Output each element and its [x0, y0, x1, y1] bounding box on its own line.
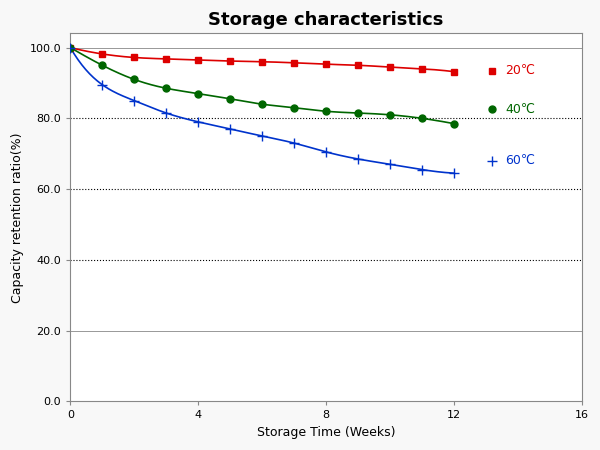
- 60℃: [67, 45, 74, 50]
- Text: 40℃: 40℃: [505, 103, 535, 116]
- 60℃: [290, 140, 298, 146]
- 60℃: [227, 126, 234, 132]
- 20℃: [194, 57, 202, 63]
- 20℃: [290, 60, 298, 66]
- 20℃: [355, 63, 362, 68]
- 20℃: [418, 66, 425, 72]
- 40℃: [259, 102, 266, 107]
- Line: 60℃: 60℃: [65, 43, 459, 178]
- 20℃: [98, 51, 106, 57]
- 20℃: [163, 56, 170, 62]
- Y-axis label: Capacity retention ratio(%): Capacity retention ratio(%): [11, 132, 24, 302]
- 40℃: [323, 108, 330, 114]
- 60℃: [163, 110, 170, 116]
- 20℃: [259, 59, 266, 64]
- Line: 20℃: 20℃: [67, 44, 457, 75]
- 40℃: [290, 105, 298, 110]
- 40℃: [227, 96, 234, 102]
- 20℃: [67, 45, 74, 50]
- 60℃: [323, 149, 330, 155]
- 20℃: [323, 62, 330, 67]
- Text: 60℃: 60℃: [505, 154, 535, 167]
- 40℃: [163, 86, 170, 91]
- Text: 20℃: 20℃: [505, 64, 535, 77]
- X-axis label: Storage Time (Weeks): Storage Time (Weeks): [257, 426, 395, 439]
- 20℃: [131, 55, 138, 60]
- 60℃: [259, 133, 266, 139]
- 20℃: [451, 69, 458, 74]
- 60℃: [386, 162, 394, 167]
- 40℃: [194, 91, 202, 96]
- 60℃: [98, 82, 106, 87]
- 40℃: [386, 112, 394, 117]
- 20℃: [386, 64, 394, 70]
- Line: 40℃: 40℃: [67, 44, 457, 127]
- 60℃: [131, 98, 138, 104]
- 20℃: [227, 58, 234, 64]
- 40℃: [131, 77, 138, 82]
- 60℃: [355, 156, 362, 162]
- Title: Storage characteristics: Storage characteristics: [208, 11, 444, 29]
- 40℃: [418, 116, 425, 121]
- 40℃: [451, 121, 458, 126]
- 60℃: [194, 119, 202, 125]
- 60℃: [451, 171, 458, 176]
- 40℃: [98, 63, 106, 68]
- 40℃: [67, 45, 74, 50]
- 40℃: [355, 110, 362, 116]
- 60℃: [418, 167, 425, 172]
